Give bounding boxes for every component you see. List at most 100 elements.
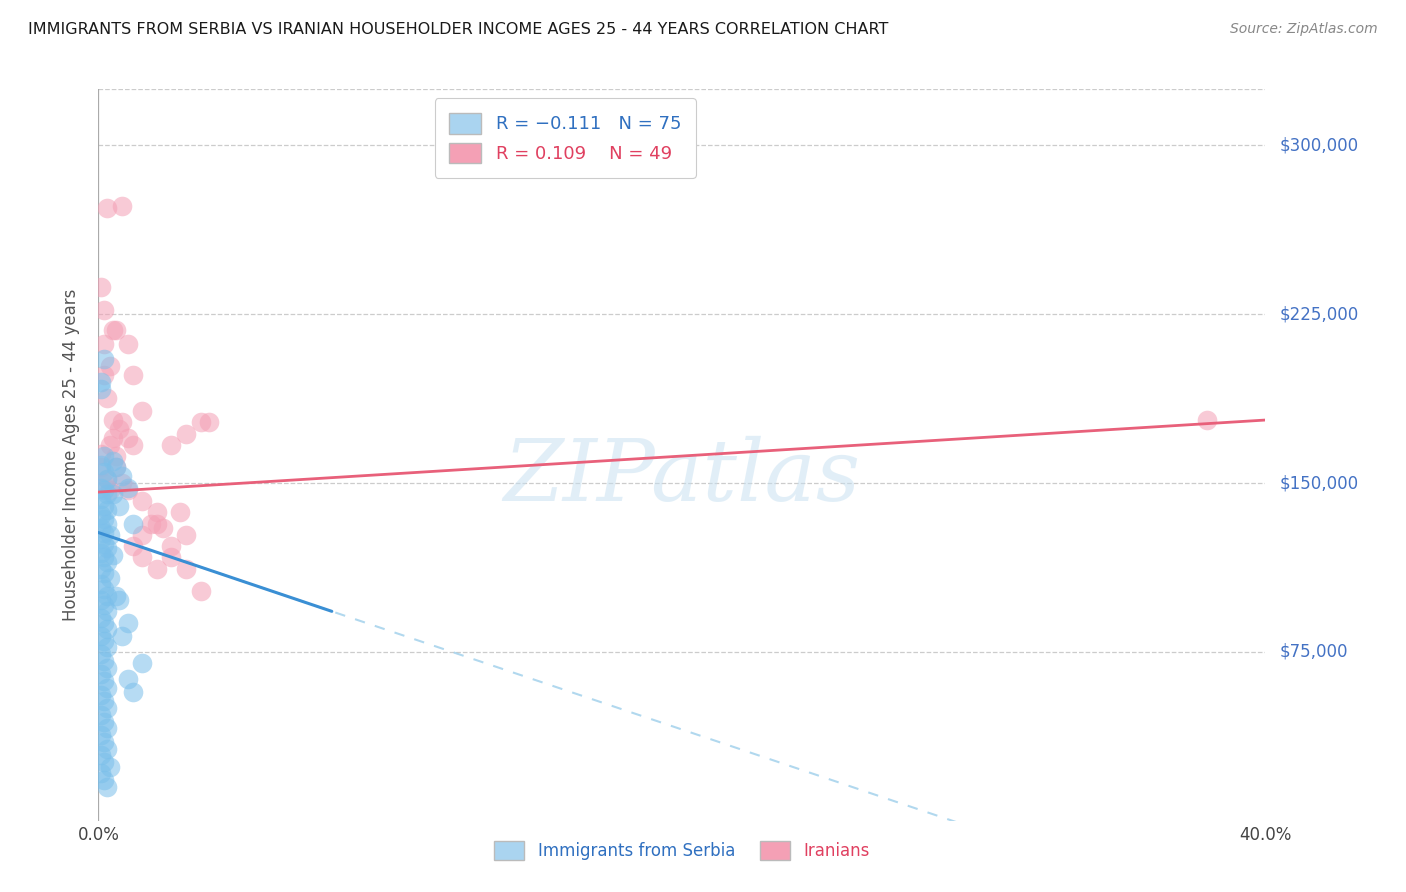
Point: [96, 741, 118, 756]
Point: [131, 404, 153, 418]
Point: [90, 508, 112, 522]
Point: [152, 521, 174, 535]
Point: [93, 336, 115, 351]
Point: [96, 780, 118, 794]
Point: [93, 352, 115, 367]
Text: $300,000: $300,000: [1279, 136, 1358, 154]
Point: [90, 460, 112, 475]
Point: [90, 375, 112, 389]
Point: [93, 465, 115, 479]
Point: [93, 615, 115, 630]
Point: [96, 471, 118, 485]
Point: [122, 368, 145, 382]
Point: [93, 714, 115, 729]
Point: [104, 460, 127, 475]
Point: [90, 593, 112, 607]
Point: [93, 537, 115, 551]
Point: [122, 438, 145, 452]
Point: [96, 202, 118, 216]
Point: [93, 368, 115, 382]
Point: [117, 431, 139, 445]
Point: [101, 413, 124, 427]
Point: [90, 707, 112, 722]
Point: [104, 589, 127, 603]
Point: [96, 516, 118, 531]
Legend: Immigrants from Serbia, Iranians: Immigrants from Serbia, Iranians: [488, 835, 876, 867]
Point: [139, 516, 162, 531]
Point: [93, 512, 115, 526]
Point: [96, 604, 118, 618]
Point: [90, 481, 112, 495]
Point: [93, 449, 115, 463]
Point: [90, 728, 112, 742]
Point: [96, 589, 118, 603]
Point: [98, 571, 121, 585]
Point: [174, 561, 197, 575]
Point: [90, 688, 112, 702]
Point: [190, 584, 212, 599]
Point: [131, 550, 153, 565]
Point: [93, 525, 115, 540]
Point: [146, 561, 169, 575]
Point: [90, 546, 112, 560]
Text: IMMIGRANTS FROM SERBIA VS IRANIAN HOUSEHOLDER INCOME AGES 25 - 44 YEARS CORRELAT: IMMIGRANTS FROM SERBIA VS IRANIAN HOUSEH…: [28, 22, 889, 37]
Point: [160, 438, 183, 452]
Point: [90, 382, 112, 396]
Point: [160, 539, 183, 553]
Point: [111, 199, 134, 213]
Point: [90, 447, 112, 461]
Point: [93, 674, 115, 689]
Point: [93, 654, 115, 668]
Point: [174, 426, 197, 441]
Point: [90, 748, 112, 763]
Point: [93, 598, 115, 612]
Point: [90, 458, 112, 472]
Point: [98, 359, 121, 373]
Point: [96, 555, 118, 569]
Point: [101, 453, 124, 467]
Point: [111, 629, 134, 643]
Point: [117, 483, 139, 497]
Point: [90, 611, 112, 625]
Point: [90, 521, 112, 535]
Point: [96, 722, 118, 736]
Point: [122, 516, 145, 531]
Point: [93, 773, 115, 788]
Point: [90, 766, 112, 780]
Point: [98, 438, 121, 452]
Point: [108, 593, 131, 607]
Point: [93, 755, 115, 769]
Point: [122, 685, 145, 699]
Point: [104, 449, 127, 463]
Point: [131, 656, 153, 670]
Point: [117, 481, 139, 495]
Point: [96, 471, 118, 485]
Point: [93, 694, 115, 708]
Point: [96, 487, 118, 501]
Point: [90, 280, 112, 294]
Point: [108, 499, 131, 513]
Point: [96, 391, 118, 405]
Point: [111, 469, 134, 483]
Point: [90, 491, 112, 506]
Point: [111, 415, 134, 429]
Point: [93, 735, 115, 749]
Text: $75,000: $75,000: [1279, 643, 1348, 661]
Point: [96, 701, 118, 715]
Point: [90, 533, 112, 547]
Point: [122, 539, 145, 553]
Point: [104, 323, 127, 337]
Point: [93, 302, 115, 317]
Point: [90, 667, 112, 681]
Point: [1195, 413, 1218, 427]
Point: [93, 476, 115, 491]
Point: [96, 541, 118, 556]
Point: [93, 566, 115, 580]
Point: [104, 460, 127, 475]
Point: [93, 499, 115, 513]
Point: [93, 633, 115, 648]
Point: [96, 623, 118, 637]
Point: [190, 415, 212, 429]
Point: [96, 503, 118, 517]
Point: [96, 660, 118, 674]
